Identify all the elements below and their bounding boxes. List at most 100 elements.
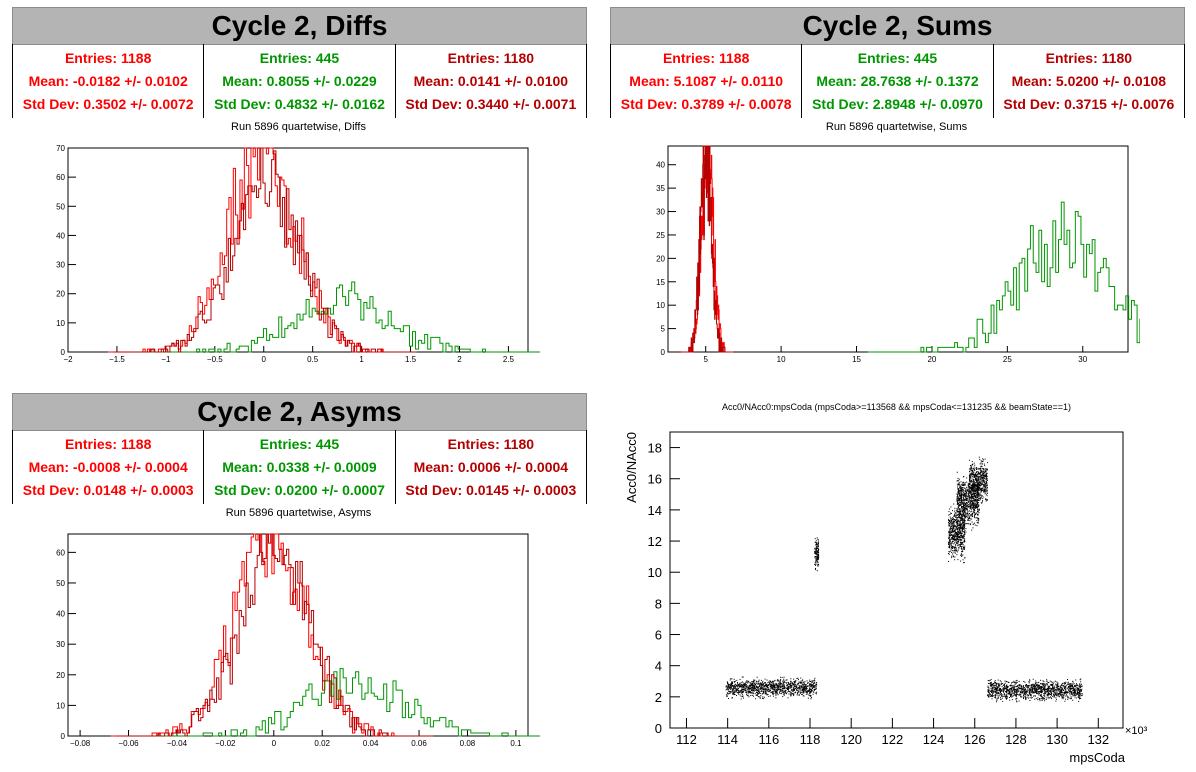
entries-label: Entries: 1188 xyxy=(64,49,152,66)
scatter-point xyxy=(958,489,960,491)
scatter-point xyxy=(1051,698,1053,700)
entries-label: Entries: 445 xyxy=(259,49,340,66)
scatter-point xyxy=(806,689,808,691)
scatter-point xyxy=(1014,687,1016,689)
scatter-point xyxy=(974,492,976,494)
scatter-point xyxy=(745,688,747,690)
scatter-point xyxy=(1070,698,1072,700)
scatter-point xyxy=(755,680,757,682)
scatter-point xyxy=(1008,696,1010,698)
scatter-point xyxy=(754,686,756,688)
scatter-point xyxy=(744,690,746,692)
scatter-point xyxy=(736,691,738,693)
scatter-point xyxy=(996,686,998,688)
scatter-point xyxy=(969,499,971,501)
scatter-point xyxy=(976,480,978,482)
scatter-point xyxy=(980,474,982,476)
mean-label: Mean: -0.0182 +/- 0.0102 xyxy=(28,72,188,89)
scatter-point xyxy=(957,511,959,513)
scatter-point xyxy=(976,468,978,470)
scatter-point xyxy=(962,511,964,513)
scatter-point xyxy=(765,688,767,690)
scatter-point xyxy=(976,483,978,485)
scatter-point xyxy=(777,685,779,687)
scatter-point xyxy=(1076,683,1078,685)
scatter-point xyxy=(1012,692,1014,694)
scatter-point xyxy=(976,522,978,524)
scatter-point xyxy=(1023,686,1025,688)
scatter-point xyxy=(971,467,973,469)
scatter-point xyxy=(812,693,814,695)
scatter-point xyxy=(797,683,799,685)
scatter-point xyxy=(963,523,965,525)
scatter-point xyxy=(971,499,973,501)
scatter-point xyxy=(1014,693,1016,695)
scatter-point xyxy=(1076,690,1078,692)
scatter-point xyxy=(1000,687,1002,689)
scatter-point xyxy=(962,548,964,550)
scatter-point xyxy=(951,523,953,525)
scatter-point xyxy=(733,686,735,688)
scatter-point xyxy=(987,696,989,698)
scatter-point xyxy=(971,510,973,512)
scatter-point xyxy=(975,513,977,515)
scatter-point xyxy=(807,697,809,699)
scatter-point xyxy=(743,684,745,686)
scatter-point xyxy=(977,473,979,475)
scatter-point xyxy=(818,556,820,558)
scatter-point xyxy=(950,518,952,520)
scatter-point xyxy=(812,684,814,686)
scatter-point xyxy=(1058,688,1060,690)
scatter-point xyxy=(1052,690,1054,692)
scatter-point xyxy=(786,685,788,687)
scatter-point xyxy=(973,475,975,477)
scatter-point xyxy=(1053,693,1055,695)
scatter-point xyxy=(753,679,755,681)
scatter-point xyxy=(964,548,966,550)
scatter-point xyxy=(970,496,972,498)
scatter-point xyxy=(785,692,787,694)
scatter-point xyxy=(1018,691,1020,693)
scatter-point xyxy=(987,686,989,688)
scatter-point xyxy=(971,471,973,473)
scatter-point xyxy=(793,681,795,683)
scatter-point xyxy=(747,691,749,693)
scatter-point xyxy=(1003,684,1005,686)
scatter-point xyxy=(975,503,977,505)
scatter-point xyxy=(997,695,999,697)
scatter-point xyxy=(785,687,787,689)
scatter-point xyxy=(971,499,973,501)
scatter-point xyxy=(809,684,811,686)
scatter-point xyxy=(1029,688,1031,690)
scatter-point xyxy=(747,687,749,689)
scatter-point xyxy=(1030,691,1032,693)
scatter-point xyxy=(815,546,817,548)
scatter-point xyxy=(1065,686,1067,688)
scatter-point xyxy=(811,685,813,687)
scatter-point xyxy=(809,691,811,693)
x-tick-label: 132 xyxy=(1087,732,1109,747)
scatter-point xyxy=(995,682,997,684)
scatter-point xyxy=(974,502,976,504)
scatter-point xyxy=(757,691,759,693)
scatter-point xyxy=(977,514,979,516)
scatter-point xyxy=(978,512,980,514)
scatter-point xyxy=(973,480,975,482)
scatter-point xyxy=(736,682,738,684)
scatter-point xyxy=(1005,687,1007,689)
scatter-point xyxy=(951,529,953,531)
scatter-point xyxy=(999,687,1001,689)
scatter-point xyxy=(1052,684,1054,686)
stddev-label: Std Dev: 0.0148 +/- 0.0003 xyxy=(22,482,194,499)
scatter-point xyxy=(1079,693,1081,695)
scatter-point xyxy=(981,460,983,462)
scatter-point xyxy=(1027,697,1029,699)
scatter-point xyxy=(969,517,971,519)
y-tick-label: 8 xyxy=(655,596,662,611)
scatter-point xyxy=(1073,693,1075,695)
scatter-point xyxy=(963,483,965,485)
scatter-point xyxy=(733,693,735,695)
scatter-point xyxy=(959,502,961,504)
scatter-point xyxy=(1020,690,1022,692)
scatter-point xyxy=(969,480,971,482)
